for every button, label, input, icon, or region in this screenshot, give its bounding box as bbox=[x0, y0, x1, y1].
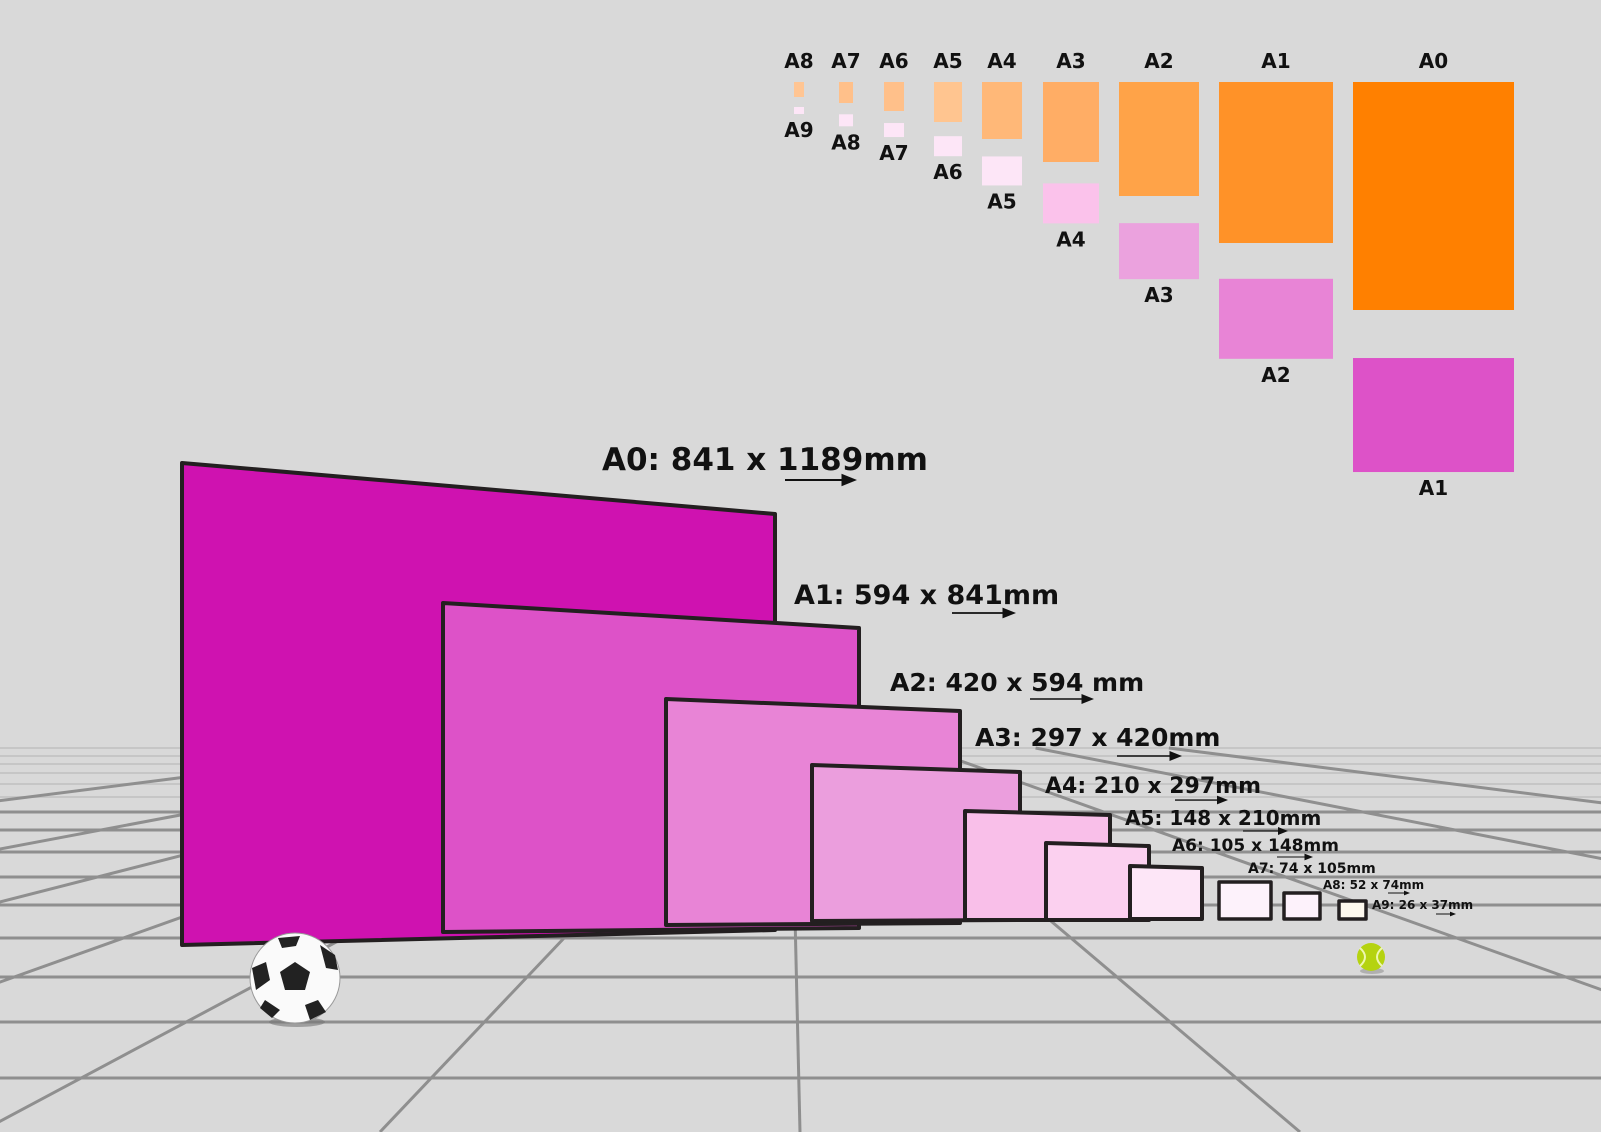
arrow-head-icon bbox=[1081, 694, 1094, 704]
paper-rect-a6 bbox=[884, 82, 904, 111]
column-label-top: A1 bbox=[1261, 49, 1290, 73]
arrow-head-icon bbox=[841, 473, 857, 487]
column-label-top: A4 bbox=[987, 49, 1016, 73]
arrow-head-icon bbox=[1217, 795, 1228, 805]
column-label-bottom: A9 bbox=[784, 118, 813, 142]
arrow-head-icon bbox=[1404, 890, 1410, 896]
grid-line bbox=[1035, 746, 1601, 861]
panel-label-a9: A9: 26 x 37mm bbox=[1372, 898, 1473, 912]
panel-label-a8: A8: 52 x 74mm bbox=[1323, 878, 1424, 892]
panel-a9 bbox=[1337, 899, 1368, 921]
paper-rect-a0 bbox=[1353, 82, 1514, 310]
paper-rect-a5 bbox=[934, 82, 962, 122]
paper-rect-a1 bbox=[1353, 358, 1514, 473]
paper-rect-a7 bbox=[884, 123, 904, 138]
arrow-head-icon bbox=[1278, 827, 1288, 835]
column-label-top: A7 bbox=[831, 49, 860, 73]
column-label-bottom: A3 bbox=[1144, 283, 1173, 307]
column-label-bottom: A7 bbox=[879, 141, 908, 165]
column-label-top: A6 bbox=[879, 49, 908, 73]
paper-rect-a3 bbox=[1043, 82, 1099, 162]
paper-rect-a7 bbox=[839, 82, 853, 103]
panel-label-a1: A1: 594 x 841mm bbox=[794, 580, 1059, 611]
paper-rect-a9 bbox=[794, 107, 804, 114]
arrow-head-icon bbox=[1169, 751, 1182, 761]
column-label-bottom: A1 bbox=[1419, 476, 1448, 500]
paper-rect-a4 bbox=[982, 82, 1022, 139]
tennis-ball-icon bbox=[1357, 943, 1385, 974]
arrow-head-icon bbox=[1002, 607, 1016, 619]
paper-rect-a3 bbox=[1119, 223, 1199, 280]
arrow-head-icon bbox=[1304, 853, 1313, 861]
paper-size-chart: A8 A9 A7 A8 A6 A7 A5 A6 A4 A5 A3 A4 A2 A3 A1 A2 A0 A1 bbox=[784, 49, 1514, 500]
paper-rect-a8 bbox=[794, 82, 804, 97]
paper-rect-a8 bbox=[839, 114, 853, 127]
column-label-bottom: A2 bbox=[1261, 363, 1290, 387]
column-label-top: A8 bbox=[784, 49, 813, 73]
panel-label-a5: A5: 148 x 210mm bbox=[1125, 806, 1321, 830]
panel-a6 bbox=[1128, 864, 1204, 921]
panel-label-a4: A4: 210 x 297mm bbox=[1045, 774, 1261, 799]
paper-rect-a4 bbox=[1043, 183, 1099, 224]
paper-rect-a6 bbox=[934, 136, 962, 157]
column-label-bottom: A8 bbox=[831, 130, 860, 154]
panel-a7 bbox=[1217, 880, 1273, 921]
panel-label-a2: A2: 420 x 594 mm bbox=[890, 668, 1144, 697]
arrow-head-icon bbox=[1450, 911, 1456, 917]
column-label-bottom: A4 bbox=[1056, 227, 1085, 251]
panel-label-a0: A0: 841 x 1189mm bbox=[602, 442, 928, 478]
perspective-panels: A0: 841 x 1189mm A1: 594 x 841mm A2: 420 x… bbox=[180, 442, 1473, 947]
paper-rect-a2 bbox=[1119, 82, 1199, 196]
grid-line bbox=[923, 746, 1601, 992]
paper-rect-a1 bbox=[1219, 82, 1333, 243]
column-label-top: A3 bbox=[1056, 49, 1085, 73]
column-label-bottom: A5 bbox=[987, 189, 1016, 213]
panel-a8 bbox=[1282, 891, 1322, 921]
soccer-ball-icon bbox=[249, 932, 341, 1027]
column-label-bottom: A6 bbox=[933, 160, 962, 184]
paper-rect-a5 bbox=[982, 156, 1022, 186]
column-label-top: A2 bbox=[1144, 49, 1173, 73]
column-label-top: A5 bbox=[933, 49, 962, 73]
column-label-top: A0 bbox=[1419, 49, 1448, 73]
panel-label-a6: A6: 105 x 148mm bbox=[1172, 836, 1339, 856]
paper-rect-a2 bbox=[1219, 278, 1333, 359]
panel-label-a3: A3: 297 x 420mm bbox=[975, 723, 1220, 752]
panel-label-a7: A7: 74 x 105mm bbox=[1248, 861, 1376, 877]
